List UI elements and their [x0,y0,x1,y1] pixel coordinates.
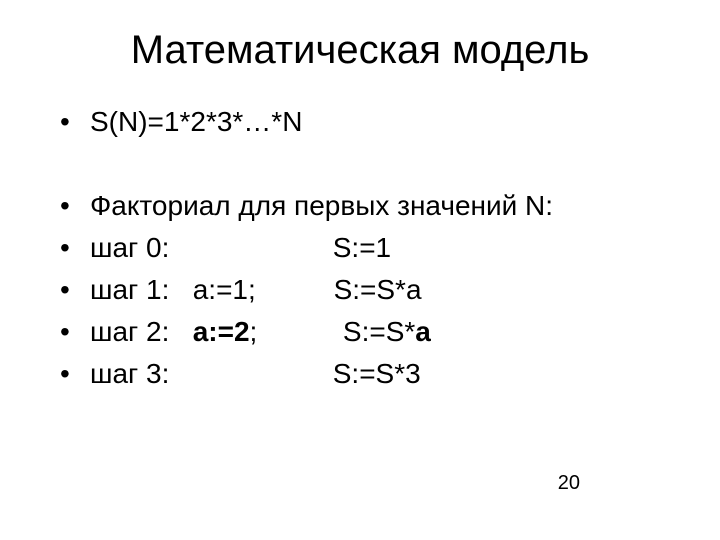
step2-bold-suffix: a [415,316,431,347]
step2-prefix: шаг 2: [90,316,193,347]
bullet-factorial-intro: Факториал для первых значений N: [60,185,680,227]
bullet-step-3: шаг 3: S:=S*3 [60,353,680,395]
slide-container: Математическая модель S(N)=1*2*3*…*N Фак… [0,0,720,540]
bullet-step-2: шаг 2: а:=2; S:=S*a [60,311,680,353]
page-number: 20 [558,472,580,495]
bullet-list: S(N)=1*2*3*…*N Факториал для первых знач… [60,101,680,395]
bullet-step-0: шаг 0: S:=1 [60,227,680,269]
bullet-step-1: шаг 1: а:=1; S:=S*a [60,269,680,311]
bullet-spacer [60,143,680,185]
step2-mid: ; S:=S* [250,316,416,347]
slide-content: S(N)=1*2*3*…*N Факториал для первых знач… [40,101,680,395]
bullet-formula: S(N)=1*2*3*…*N [60,101,680,143]
slide-title: Математическая модель [40,28,680,73]
step2-bold-a: а:=2 [193,316,250,347]
